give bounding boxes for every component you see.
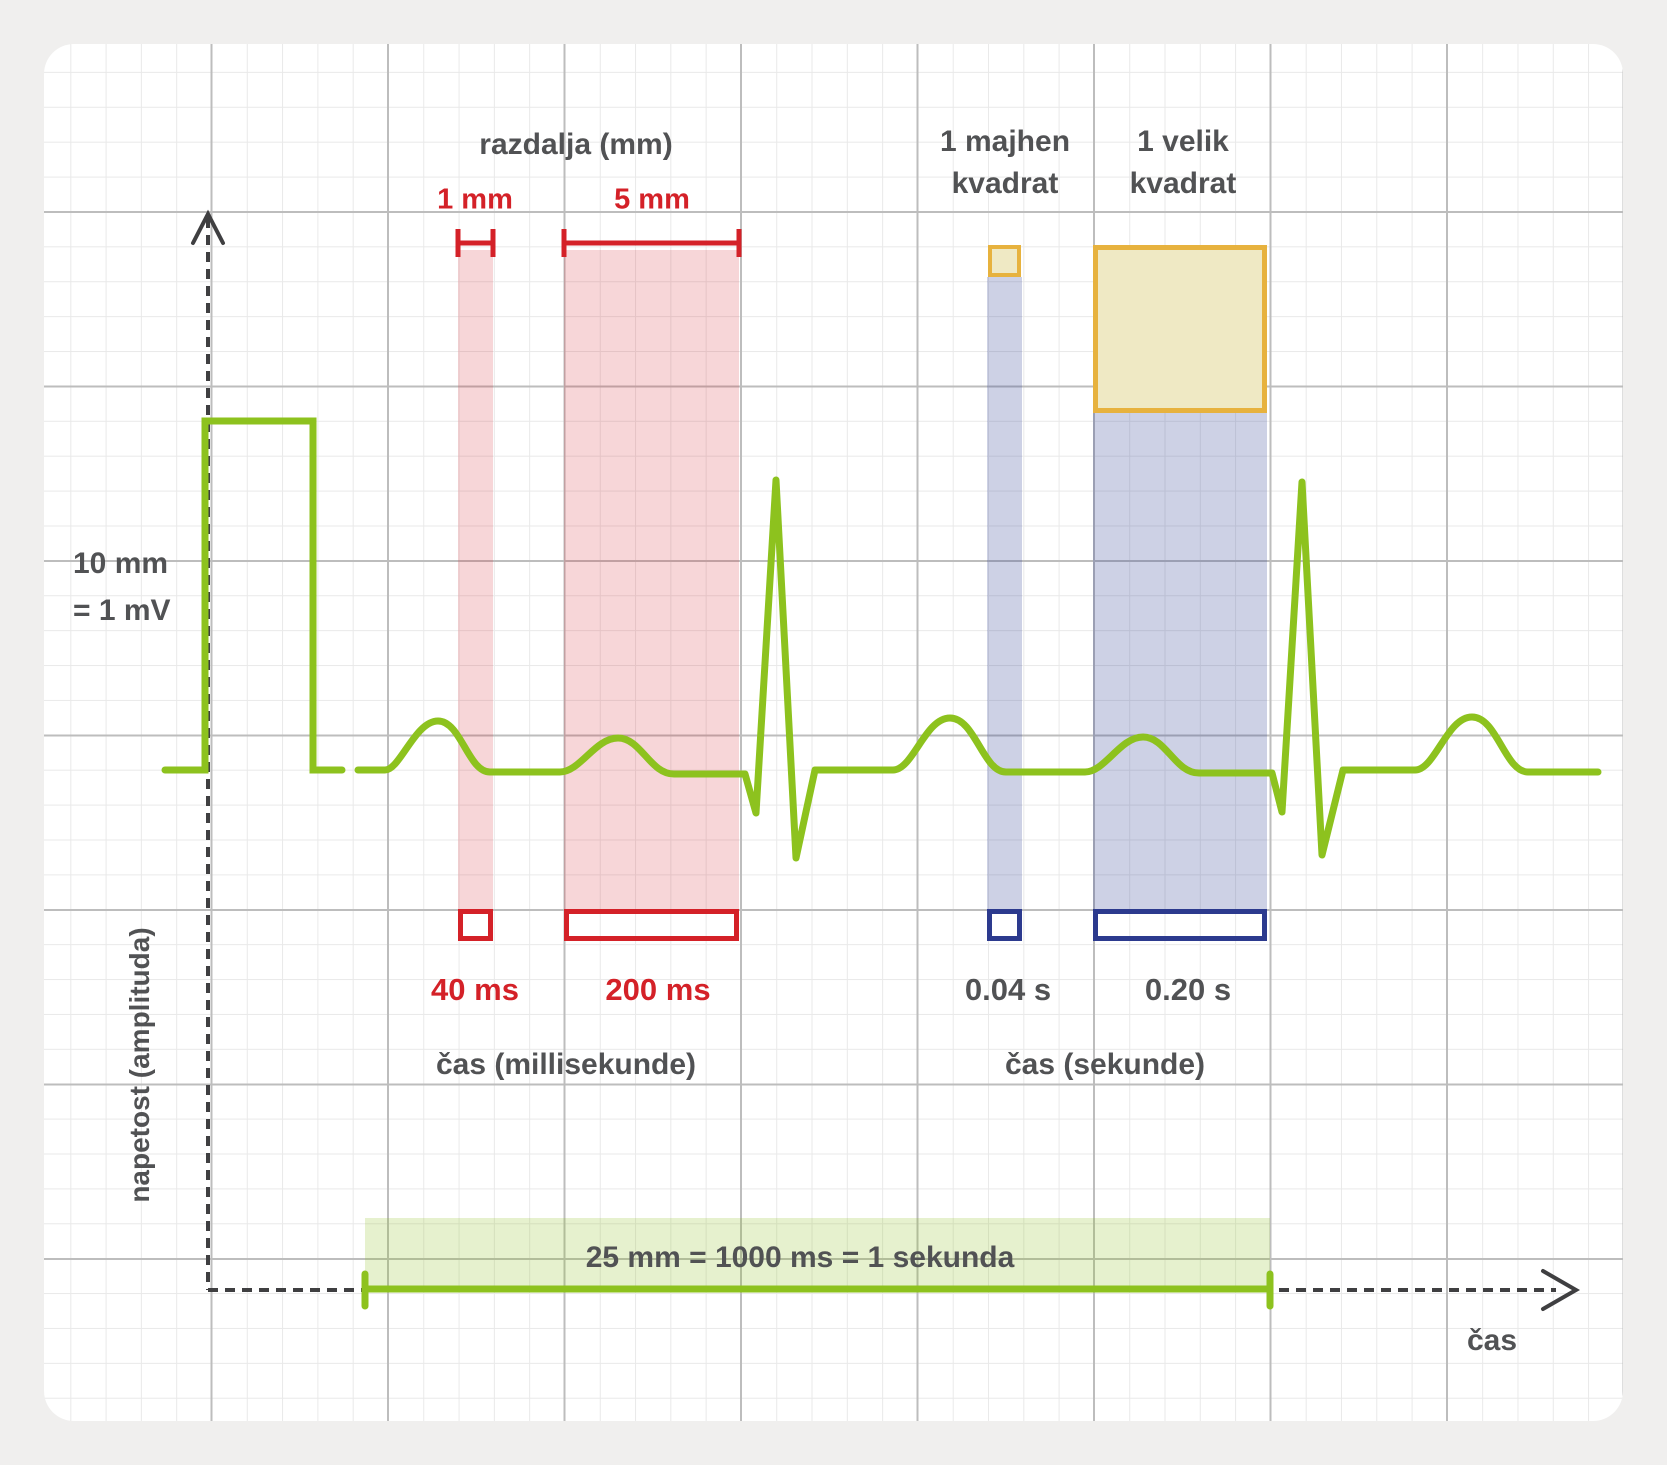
band-small-square [987, 277, 1022, 909]
label-020s: 0.20 s [1144, 972, 1232, 1007]
caption-time-s: čas (sekunde) [1004, 1048, 1206, 1081]
band-1mm [458, 250, 493, 909]
outline-40ms [458, 909, 493, 941]
outline-020s [1093, 909, 1267, 941]
outline-004s [987, 909, 1022, 941]
band-one-second [365, 1218, 1270, 1289]
label-200ms: 200 ms [605, 972, 711, 1007]
large-square-swatch [1093, 245, 1267, 413]
calibration-line2: = 1 mV [73, 594, 171, 627]
large-square-title-line2: kvadrat [1129, 167, 1237, 200]
label-40ms: 40 ms [431, 972, 519, 1007]
calibration-label: 10 mm = 1 mV [73, 540, 171, 634]
band-5mm [564, 250, 739, 909]
ecg-grid-paper: razdalja (mm) 1 mm 5 mm 1 majhen kvadrat… [44, 44, 1623, 1421]
x-axis-label: čas [1466, 1324, 1518, 1357]
band-large-square [1093, 413, 1267, 909]
small-square-title-line1: 1 majhen [939, 125, 1071, 158]
large-square-title: 1 velik kvadrat [1053, 121, 1313, 205]
y-axis-label: napetost (amplituda) [124, 927, 155, 1203]
small-square-swatch [988, 245, 1021, 277]
distance-title: razdalja (mm) [479, 128, 673, 161]
label-1mm: 1 mm [437, 183, 513, 216]
label-5mm: 5 mm [614, 183, 690, 216]
calibration-line1: 10 mm [73, 547, 169, 580]
caption-one-second: 25 mm = 1000 ms = 1 sekunda [585, 1241, 1015, 1274]
large-square-title-line1: 1 velik [1137, 125, 1229, 158]
small-square-title-line2: kvadrat [951, 167, 1059, 200]
caption-time-ms: čas (millisekunde) [435, 1048, 697, 1081]
label-004s: 0.04 s [964, 972, 1052, 1007]
small-square-title: 1 majhen kvadrat [875, 121, 1135, 205]
outline-200ms [564, 909, 739, 941]
